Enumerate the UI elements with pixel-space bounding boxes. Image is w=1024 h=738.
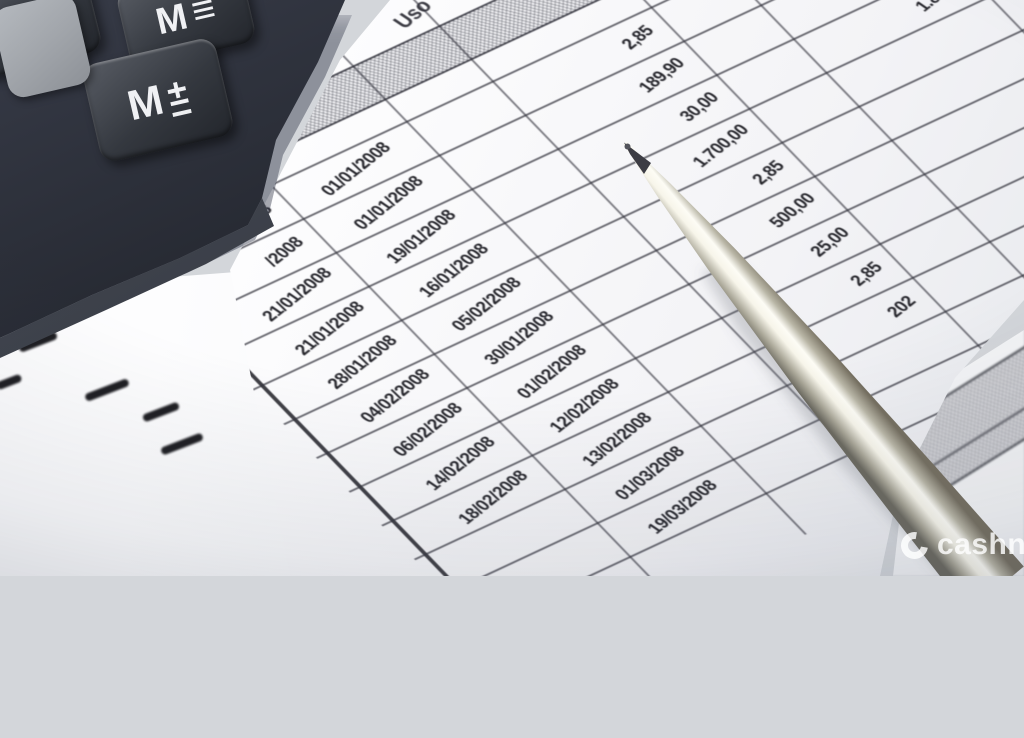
memory-label: M <box>152 0 191 43</box>
cell-saldo: 1.850 <box>792 0 970 73</box>
watermark: cashn <box>901 528 1024 562</box>
plus-minus-glyph: ± <box>164 74 192 117</box>
memory-label: M <box>123 76 168 131</box>
watermark-text: cashn <box>937 528 1024 562</box>
photo-scene: { "calculator": { "buttons": [ {"id": "p… <box>0 0 1024 576</box>
triple-bar-glyph: ≡ <box>187 0 220 34</box>
cashn-logo-icon <box>896 526 934 564</box>
